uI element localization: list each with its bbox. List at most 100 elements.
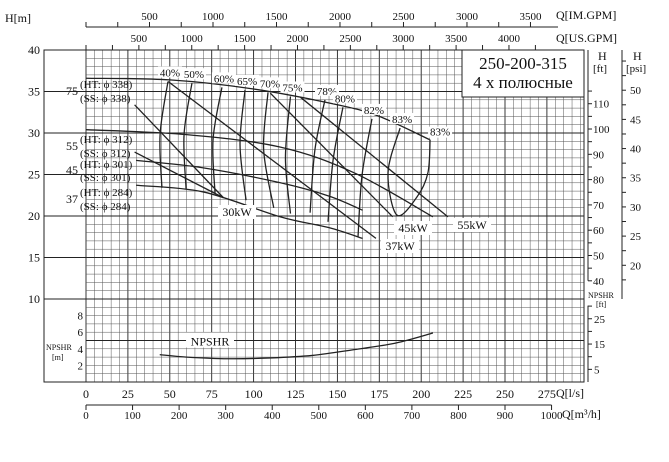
- efficiency-label-bg: [157, 66, 182, 78]
- x2-tick-label: 800: [450, 410, 467, 422]
- npshr-tick-label: 2: [78, 360, 84, 372]
- x-tick-label: 225: [454, 387, 472, 401]
- y-tick-label: 20: [28, 209, 40, 223]
- ft-tick-label: 90: [593, 149, 605, 161]
- efficiency-curve: [327, 107, 344, 222]
- npshr-axis-unit: [m]: [52, 353, 64, 362]
- x-tick-label: 250: [496, 387, 514, 401]
- ft-axis-label: H: [598, 49, 607, 63]
- efficiency-label: 83%: [392, 114, 412, 126]
- x-tick-label: 0: [83, 387, 89, 401]
- psi-tick-label: 45: [630, 114, 642, 126]
- y-tick-label: 35: [28, 85, 40, 99]
- y-axis-label: H[m]: [5, 11, 31, 25]
- npshr-tick-label: 6: [78, 327, 84, 339]
- impeller-ht-label: (HT: ϕ 284): [80, 187, 133, 199]
- efficiency-curve: [357, 118, 373, 237]
- impeller-power-label: 45: [66, 163, 78, 177]
- x2-tick-label: 200: [171, 410, 188, 422]
- efficiency-label: 78%: [317, 86, 337, 98]
- npshr-ft-tick-label: 5: [594, 364, 600, 376]
- impeller-power-label: 37: [66, 192, 78, 206]
- x-top-us-tick-label: 2000: [286, 33, 309, 45]
- efficiency-label: 82%: [364, 105, 384, 117]
- psi-tick-label: 20: [630, 260, 642, 272]
- x2-tick-label: 300: [217, 410, 234, 422]
- x-tick-label: 50: [164, 387, 176, 401]
- power-label: 30kW: [222, 205, 252, 219]
- ft-tick-label: 70: [593, 200, 605, 212]
- power-label-bg: [453, 218, 491, 232]
- impeller-ss-label: (SS: ϕ 338): [80, 93, 131, 105]
- power-line: [134, 104, 224, 199]
- impeller-ss-label: (SS: ϕ 301): [80, 172, 131, 184]
- hq-curve: [85, 77, 430, 141]
- efficiency-label: 65%: [237, 76, 257, 88]
- x-tick-label: 125: [287, 387, 305, 401]
- npshr-tick-label: 4: [78, 344, 84, 356]
- x2-axis-label: Q[m³/h]: [562, 407, 601, 421]
- npshr-axis-label: NPSHR: [46, 343, 72, 352]
- x-top-us-tick-label: 500: [131, 33, 148, 45]
- x-top-us-label: Q[US.GPM]: [556, 31, 617, 45]
- y-tick-label: 15: [28, 251, 40, 265]
- x2-tick-label: 500: [311, 410, 328, 422]
- ft-tick-label: 50: [593, 251, 605, 263]
- power-label: 37kW: [385, 239, 415, 253]
- x2-tick-label: 400: [264, 410, 281, 422]
- psi-tick-label: 25: [630, 231, 642, 243]
- ft-tick-label: 100: [593, 124, 610, 136]
- x2-tick-label: 0: [83, 410, 89, 422]
- hq-curve: [136, 159, 363, 211]
- efficiency-curve: [212, 87, 223, 194]
- x-top-im-tick-label: 1000: [202, 11, 225, 23]
- efficiency-label-bg: [211, 72, 236, 84]
- psi-axis-label: H: [633, 49, 642, 63]
- ft-axis-unit: [ft]: [593, 63, 607, 75]
- npshr-ft-axis-label: NPSHR: [588, 291, 614, 300]
- curves: [85, 77, 449, 360]
- npshr-tick-label: 8: [78, 311, 84, 323]
- power-label-bg: [381, 239, 419, 253]
- chart-title: 250-200-315: [479, 54, 567, 73]
- efficiency-label-bg: [390, 113, 415, 125]
- efficiency-curve: [262, 92, 275, 208]
- power-label: 45kW: [398, 221, 428, 235]
- x2-tick-label: 700: [404, 410, 421, 422]
- x-tick-label: 25: [122, 387, 134, 401]
- efficiency-label-bg: [332, 92, 357, 104]
- efficiency-label: 50%: [184, 69, 204, 81]
- psi-tick-label: 50: [630, 85, 642, 97]
- x-top-im-tick-label: 3000: [456, 11, 479, 23]
- efficiency-curve: [183, 83, 193, 189]
- efficiency-label-bg: [181, 68, 206, 80]
- x-top-im-label: Q[IM.GPM]: [556, 8, 616, 22]
- power-line: [300, 96, 449, 218]
- x-axis-label: Q[l/s]: [556, 386, 584, 400]
- x-top-im-tick-label: 500: [141, 11, 158, 23]
- efficiency-label-bg: [280, 81, 305, 93]
- efficiency-curve: [284, 96, 292, 214]
- x-top-im-tick-label: 2500: [392, 11, 415, 23]
- hq-curve: [136, 184, 363, 240]
- ft-tick-label: 40: [593, 276, 605, 288]
- impeller-ht-label: (HT: ϕ 312): [80, 134, 133, 146]
- x-top-us-tick-label: 3500: [445, 33, 468, 45]
- efficiency-curve: [387, 127, 431, 217]
- npshr-curve-label: NPSHR: [191, 335, 230, 349]
- efficiency-label-bg: [235, 74, 260, 86]
- impeller-ht-label: (HT: ϕ 301): [80, 159, 133, 171]
- x-top-im-tick-label: 2000: [329, 11, 352, 23]
- efficiency-label: 40%: [160, 68, 180, 80]
- x-top-us-tick-label: 2500: [339, 33, 362, 45]
- x-top-im-tick-label: 1500: [265, 11, 288, 23]
- efficiency-curve: [239, 89, 247, 201]
- power-line: [269, 92, 394, 218]
- x2-tick-label: 100: [124, 410, 141, 422]
- x2-tick-label: 900: [497, 410, 514, 422]
- x-tick-label: 275: [538, 387, 556, 401]
- x-tick-label: 200: [412, 387, 430, 401]
- chart-subtitle: 4 х полюсные: [473, 73, 573, 92]
